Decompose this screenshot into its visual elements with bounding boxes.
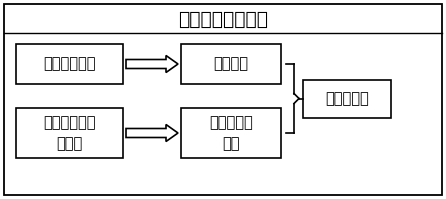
Text: 颗粒晶相及
体积: 颗粒晶相及 体积 xyxy=(209,115,253,151)
Text: 全局策略模块: 全局策略模块 xyxy=(43,57,96,71)
Text: 颗粒位置: 颗粒位置 xyxy=(214,57,248,71)
Bar xyxy=(16,108,123,158)
Bar xyxy=(16,44,123,84)
Bar xyxy=(181,44,281,84)
Bar xyxy=(181,108,281,158)
Text: 晶相定量分析系统: 晶相定量分析系统 xyxy=(178,10,268,28)
Bar xyxy=(303,79,391,117)
Text: 各晶相含量: 各晶相含量 xyxy=(325,91,369,106)
Text: 数据收集和处
理模块: 数据收集和处 理模块 xyxy=(43,115,96,151)
